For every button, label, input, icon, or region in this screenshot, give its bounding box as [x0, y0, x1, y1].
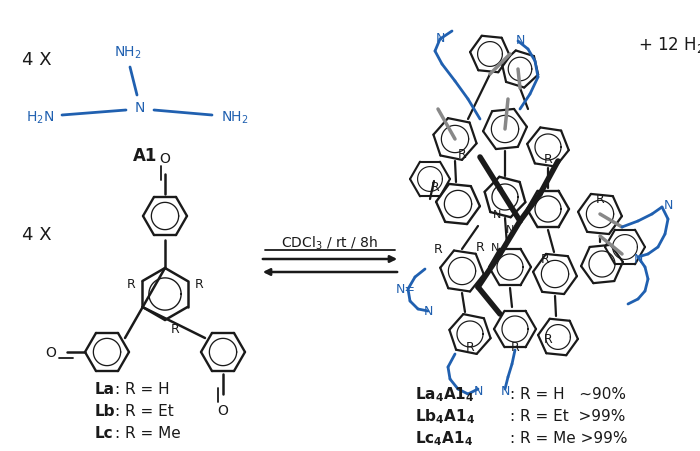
Text: R: R — [544, 153, 552, 166]
Text: : R = H   ~90%: : R = H ~90% — [510, 387, 626, 401]
Text: : R = Et: : R = Et — [115, 404, 174, 419]
Text: N: N — [491, 243, 499, 253]
Text: O: O — [46, 345, 57, 359]
Text: N: N — [135, 101, 145, 115]
Text: R: R — [433, 243, 442, 256]
Text: R: R — [466, 341, 475, 354]
Text: N: N — [500, 385, 510, 398]
Text: H$_2$N: H$_2$N — [26, 110, 54, 126]
Text: : R = Et  >99%: : R = Et >99% — [510, 409, 625, 423]
Text: NH$_2$: NH$_2$ — [114, 45, 142, 61]
Text: $\mathbf{Lb_4A1_4}$: $\mathbf{Lb_4A1_4}$ — [415, 407, 475, 425]
Text: N: N — [493, 210, 501, 220]
Text: N: N — [473, 385, 483, 398]
Text: R: R — [510, 341, 519, 354]
Text: R: R — [540, 253, 550, 266]
Text: : R = Me >99%: : R = Me >99% — [510, 431, 627, 446]
Text: N: N — [664, 199, 673, 212]
Text: La: La — [95, 382, 115, 396]
Text: $\mathbf{La_4A1_4}$: $\mathbf{La_4A1_4}$ — [415, 385, 475, 404]
Text: R: R — [544, 333, 552, 346]
Text: + 12 H$_2$O: + 12 H$_2$O — [638, 35, 700, 55]
Text: : R = Me: : R = Me — [115, 426, 181, 441]
Text: N: N — [515, 33, 525, 46]
Text: A1: A1 — [133, 147, 158, 165]
Text: N: N — [424, 305, 433, 318]
Text: N: N — [506, 225, 514, 235]
Text: R: R — [475, 241, 484, 254]
Text: R: R — [430, 181, 440, 194]
Text: N: N — [435, 32, 444, 44]
Text: : R = H: : R = H — [115, 382, 169, 396]
Text: 4 X: 4 X — [22, 226, 52, 244]
Text: CDCl$_3$ / rt / 8h: CDCl$_3$ / rt / 8h — [281, 234, 379, 251]
Text: O: O — [218, 403, 228, 417]
Text: $\mathbf{Lc_4A1_4}$: $\mathbf{Lc_4A1_4}$ — [415, 429, 473, 447]
Text: Lc: Lc — [95, 426, 113, 441]
Text: N: N — [634, 253, 643, 266]
Text: R: R — [127, 278, 135, 291]
Text: NH$_2$: NH$_2$ — [221, 110, 248, 126]
Text: R: R — [458, 148, 466, 161]
Text: R: R — [195, 278, 204, 291]
Text: O: O — [160, 152, 170, 166]
Text: Lb: Lb — [95, 404, 116, 419]
Text: N=: N= — [396, 283, 416, 296]
Text: R: R — [171, 323, 179, 336]
Text: 4 X: 4 X — [22, 51, 52, 69]
Text: R: R — [596, 193, 604, 206]
